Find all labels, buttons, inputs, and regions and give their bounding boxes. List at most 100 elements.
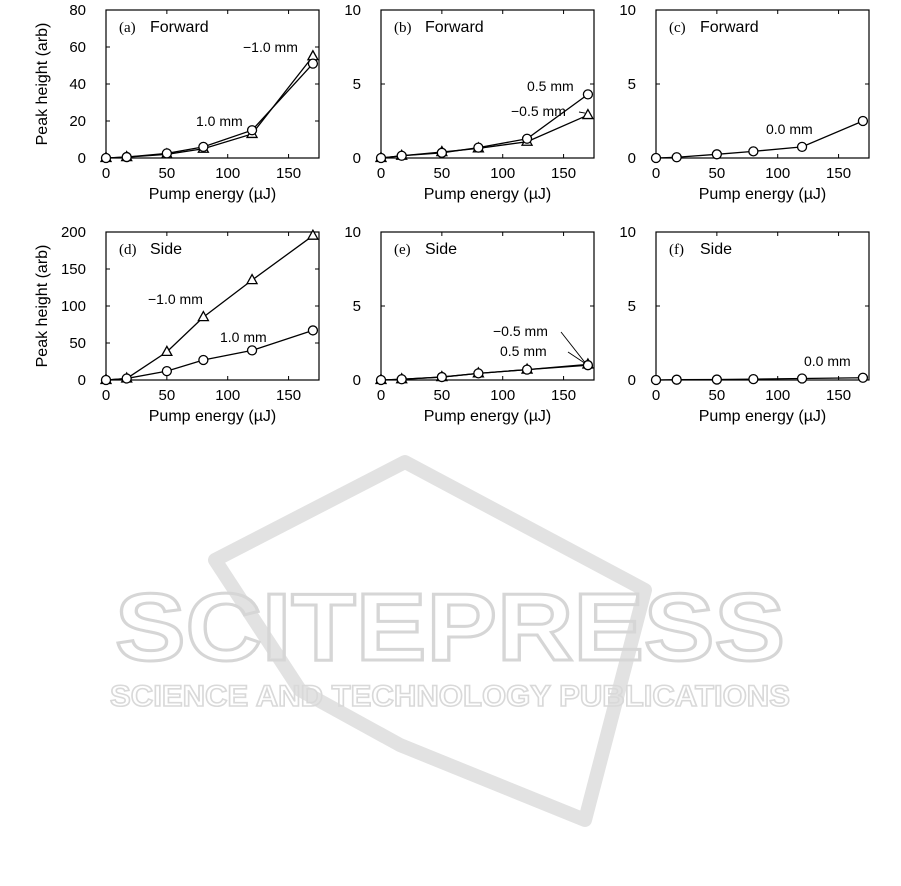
data-point-triangle (197, 310, 210, 322)
plot-frame (655, 9, 870, 159)
data-point-circle (198, 141, 209, 153)
panel-subtitle: Forward (700, 19, 759, 36)
data-point-triangle (306, 49, 320, 61)
data-point-circle (396, 150, 407, 161)
data-point-circle (161, 365, 173, 377)
annotation-leader (567, 351, 586, 364)
y-tick-label: 10 (619, 2, 636, 19)
data-point-circle (748, 373, 759, 385)
series-annotation: 0.0 mm (766, 121, 813, 137)
series-line (655, 120, 864, 159)
x-tick-label: 0 (102, 165, 110, 182)
series-annotation: −1.0 mm (243, 39, 298, 55)
x-axis-label: Pump energy (µJ) (699, 408, 826, 425)
x-axis-label: Pump energy (µJ) (424, 186, 551, 203)
series-annotation: −1.0 mm (148, 291, 203, 307)
watermark-shape (208, 455, 652, 827)
panel-subtitle: Side (425, 241, 457, 258)
x-tick-label: 50 (709, 165, 726, 182)
data-point-circle (650, 374, 662, 386)
panel-d: 0 50 100 150 0 50 100 150 200 Pump energy (µJ) Pea… (34, 224, 320, 425)
series-line (105, 63, 314, 159)
panel-subtitle: Side (700, 241, 732, 258)
x-tick-label: 100 (490, 387, 515, 404)
y-tick-label: 5 (628, 76, 636, 93)
x-tick-label: 0 (102, 387, 110, 404)
data-point-circle (100, 152, 112, 164)
y-tick-label: 10 (619, 224, 636, 241)
y-tick-label: 10 (344, 224, 361, 241)
data-point-triangle (160, 345, 173, 357)
series-annotation: 0.0 mm (804, 353, 851, 369)
y-tick-label: 60 (69, 39, 86, 56)
data-point-circle (396, 374, 407, 385)
data-point-circle (521, 364, 533, 375)
watermark-logo: SCITEPRESS SCIENCE AND TECHNOLOGY PUBLIC… (109, 455, 791, 827)
y-axis-label: Peak height (arb) (34, 245, 51, 368)
series-annotation: 1.0 mm (196, 113, 243, 129)
y-tick-label: 0 (78, 372, 86, 389)
data-point-circle (671, 374, 682, 385)
y-tick-label: 5 (353, 76, 361, 93)
panel-f: 0 50 100 150 0 5 10 Pump energy (µJ) (f) Side 0.0 … (619, 224, 870, 425)
y-axis-label: Peak height (arb) (34, 23, 51, 146)
panel-tag: (a) (119, 20, 136, 36)
data-point-circle (100, 374, 112, 386)
data-point-circle (671, 152, 682, 163)
y-tick-label: 200 (61, 224, 86, 241)
data-point-circle (711, 149, 723, 160)
data-point-circle (121, 373, 132, 384)
x-tick-label: 0 (652, 387, 660, 404)
x-tick-label: 50 (434, 165, 451, 182)
x-tick-label: 100 (765, 165, 790, 182)
x-tick-label: 50 (159, 387, 176, 404)
data-point-circle (121, 151, 132, 163)
data-point-circle (375, 152, 387, 164)
y-tick-label: 0 (353, 150, 361, 167)
panel-tag: (e) (394, 242, 411, 258)
y-tick-label: 10 (344, 2, 361, 19)
panel-tag: (c) (669, 20, 686, 36)
data-point-circle (582, 89, 594, 100)
data-point-circle (307, 325, 319, 336)
data-point-circle (375, 374, 387, 386)
x-tick-label: 150 (826, 387, 851, 404)
panel-e: 0 50 100 150 0 5 10 Pump energy (µJ) (e) Side −0.5… (344, 224, 595, 425)
y-tick-label: 150 (61, 261, 86, 278)
y-tick-label: 0 (628, 372, 636, 389)
y-tick-label: 80 (69, 2, 86, 19)
x-tick-label: 50 (159, 165, 176, 182)
y-tick-label: 20 (69, 113, 86, 130)
panel-subtitle: Forward (150, 19, 209, 36)
data-point-circle (161, 148, 173, 159)
y-tick-label: 100 (61, 298, 86, 315)
panel-tag: (b) (394, 20, 412, 36)
panel-tag: (f) (669, 242, 684, 258)
y-tick-label: 50 (69, 335, 86, 352)
x-tick-label: 150 (276, 387, 301, 404)
data-point-circle (246, 345, 258, 356)
series-annotation: 0.5 mm (527, 78, 574, 94)
series-annotation: −0.5 mm (511, 103, 566, 119)
data-point-circle (473, 368, 484, 379)
panel-subtitle: Side (150, 241, 182, 258)
y-tick-label: 40 (69, 76, 86, 93)
data-point-circle (796, 373, 808, 384)
y-tick-label: 5 (353, 298, 361, 315)
watermark-subtitle: SCIENCE AND TECHNOLOGY PUBLICATIONS (110, 680, 790, 713)
x-tick-label: 100 (490, 165, 515, 182)
data-point-circle (307, 58, 319, 69)
x-tick-label: 0 (652, 165, 660, 182)
data-point-circle (711, 374, 723, 385)
panel-a: 0 50 100 150 0 20 40 60 80 Pump energy (µJ) Peak h… (34, 2, 320, 203)
x-tick-label: 100 (765, 387, 790, 404)
x-tick-label: 0 (377, 387, 385, 404)
y-tick-label: 5 (628, 298, 636, 315)
data-point-circle (436, 147, 448, 158)
data-point-circle (436, 371, 448, 383)
x-axis-label: Pump energy (µJ) (424, 408, 551, 425)
panel-subtitle: Forward (425, 19, 484, 36)
panel-c: 0 50 100 150 0 5 10 Pump energy (µJ) (c) Forward 0… (619, 2, 870, 203)
data-point-triangle (581, 108, 595, 120)
